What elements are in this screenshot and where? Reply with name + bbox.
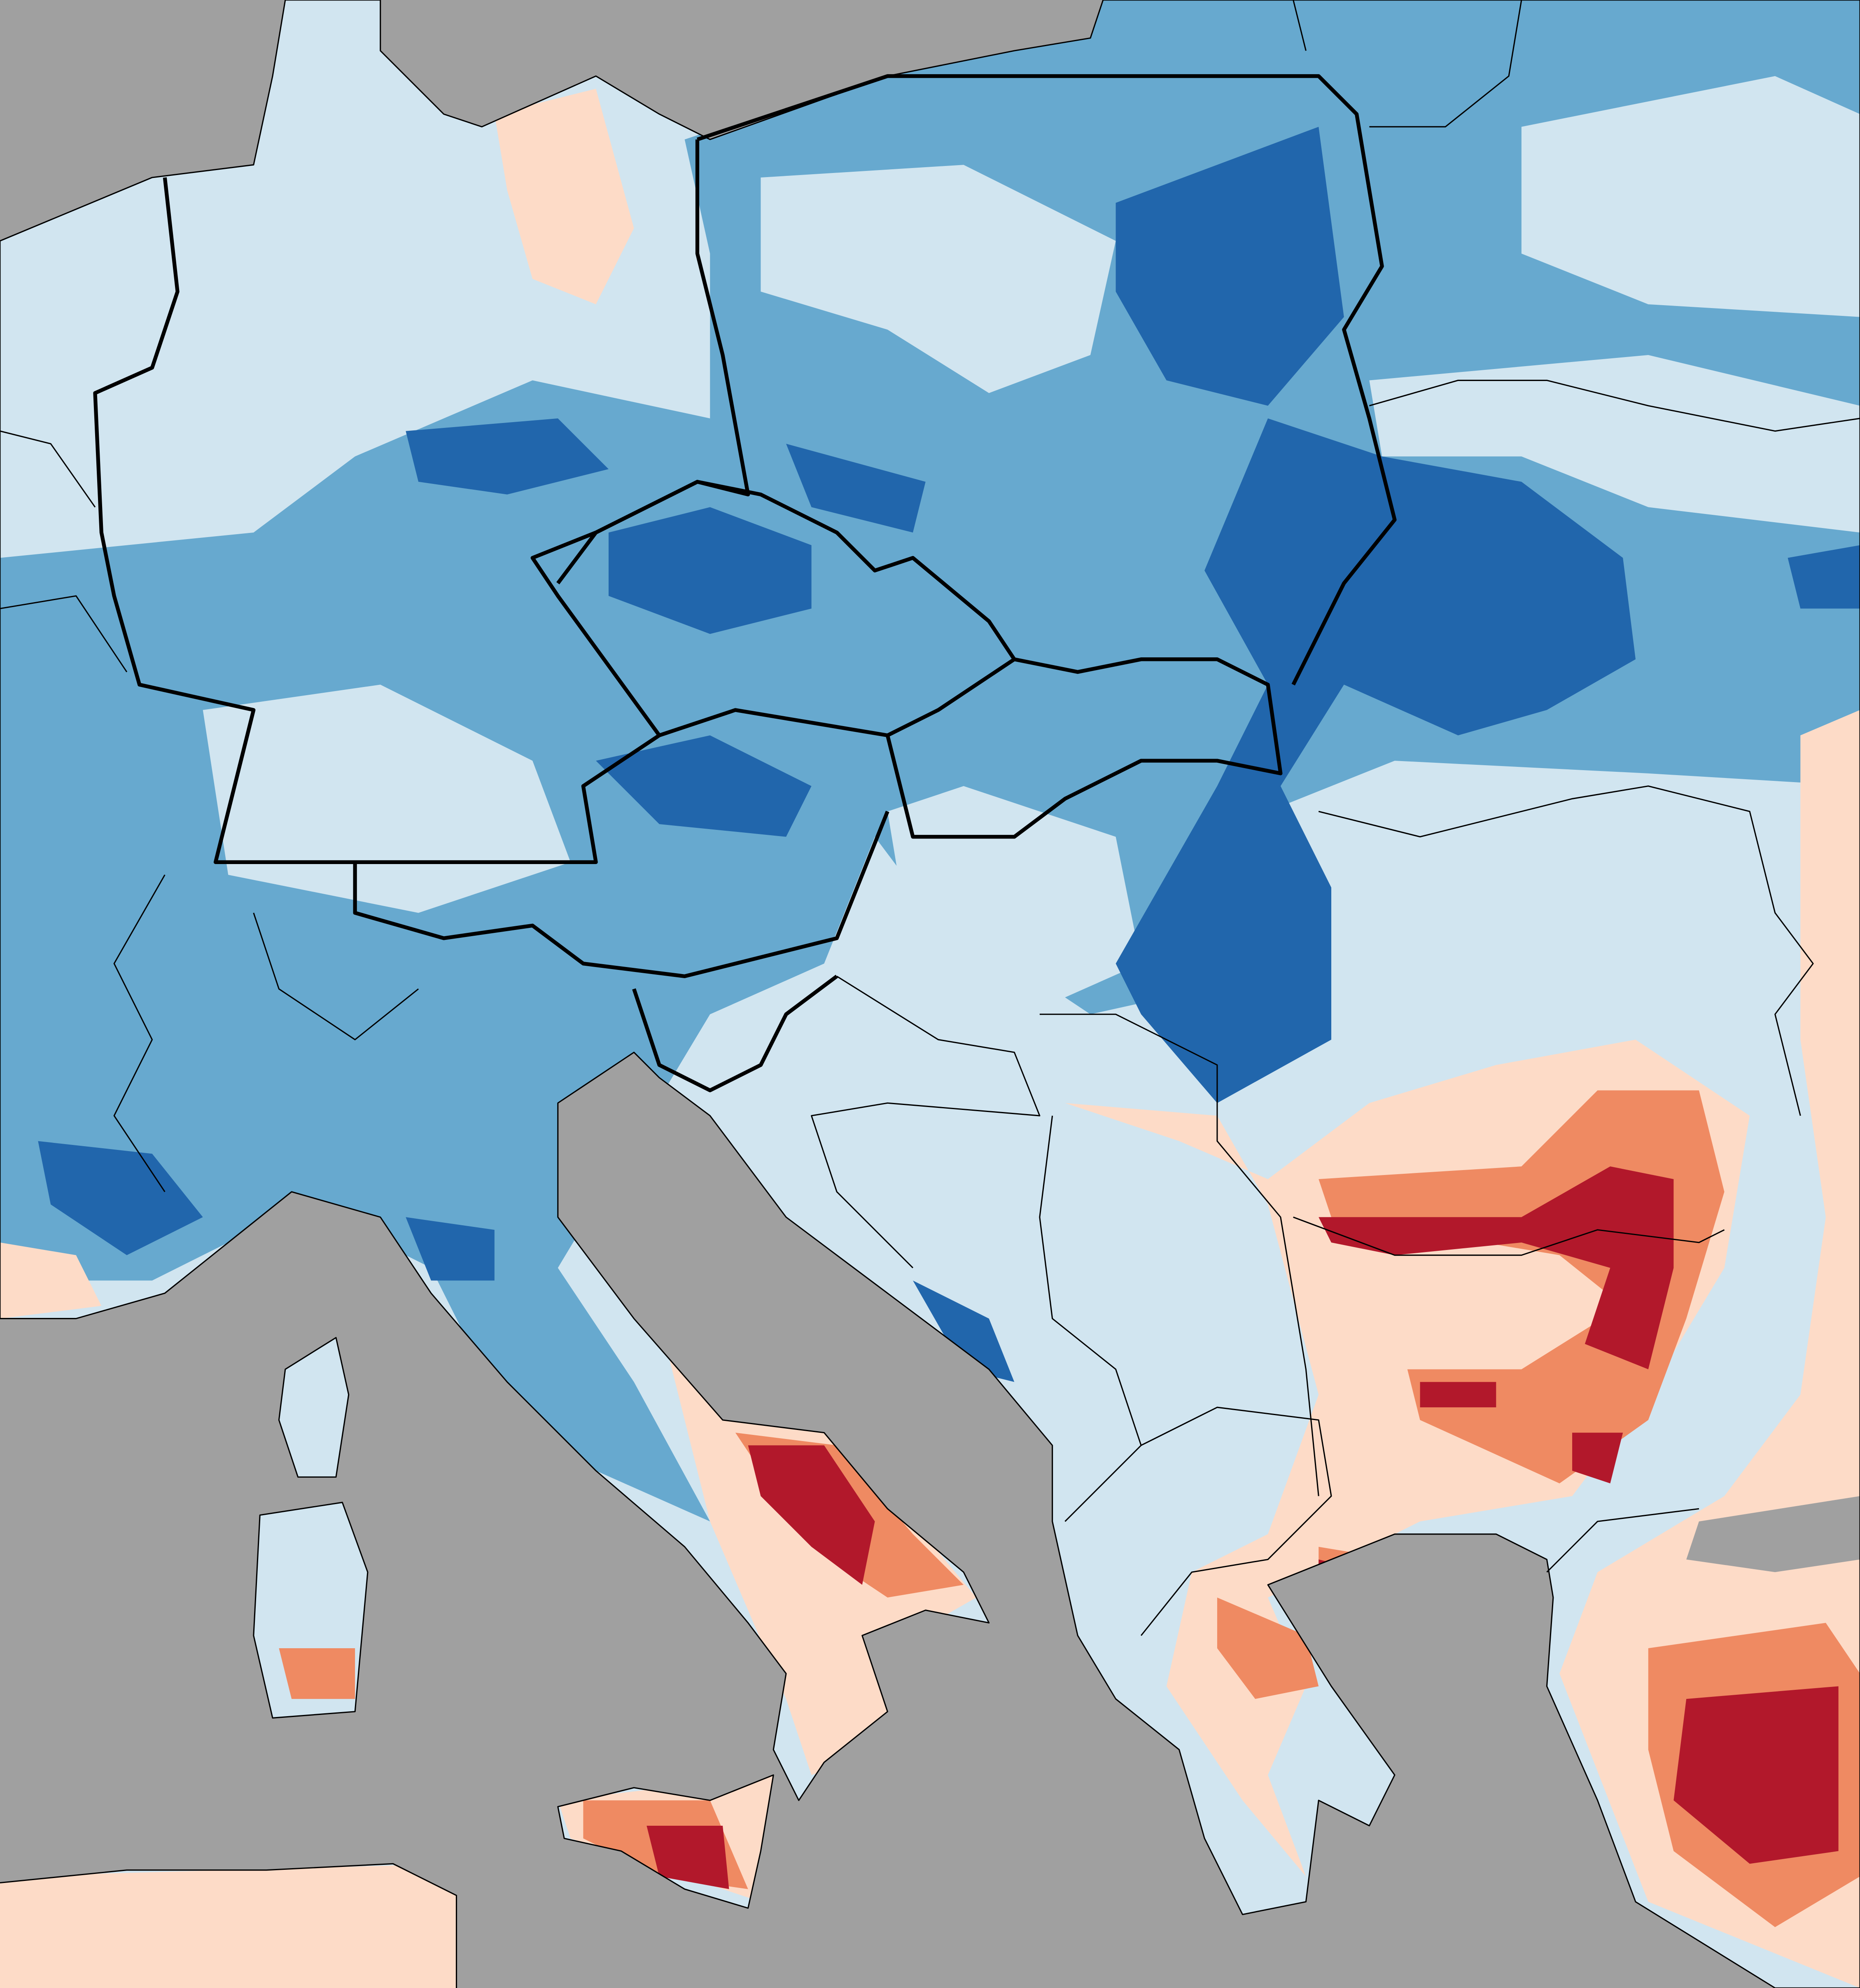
borders-minor (0, 0, 1860, 1636)
sea (1686, 1496, 1860, 1572)
borders-major (93, 74, 1397, 1093)
